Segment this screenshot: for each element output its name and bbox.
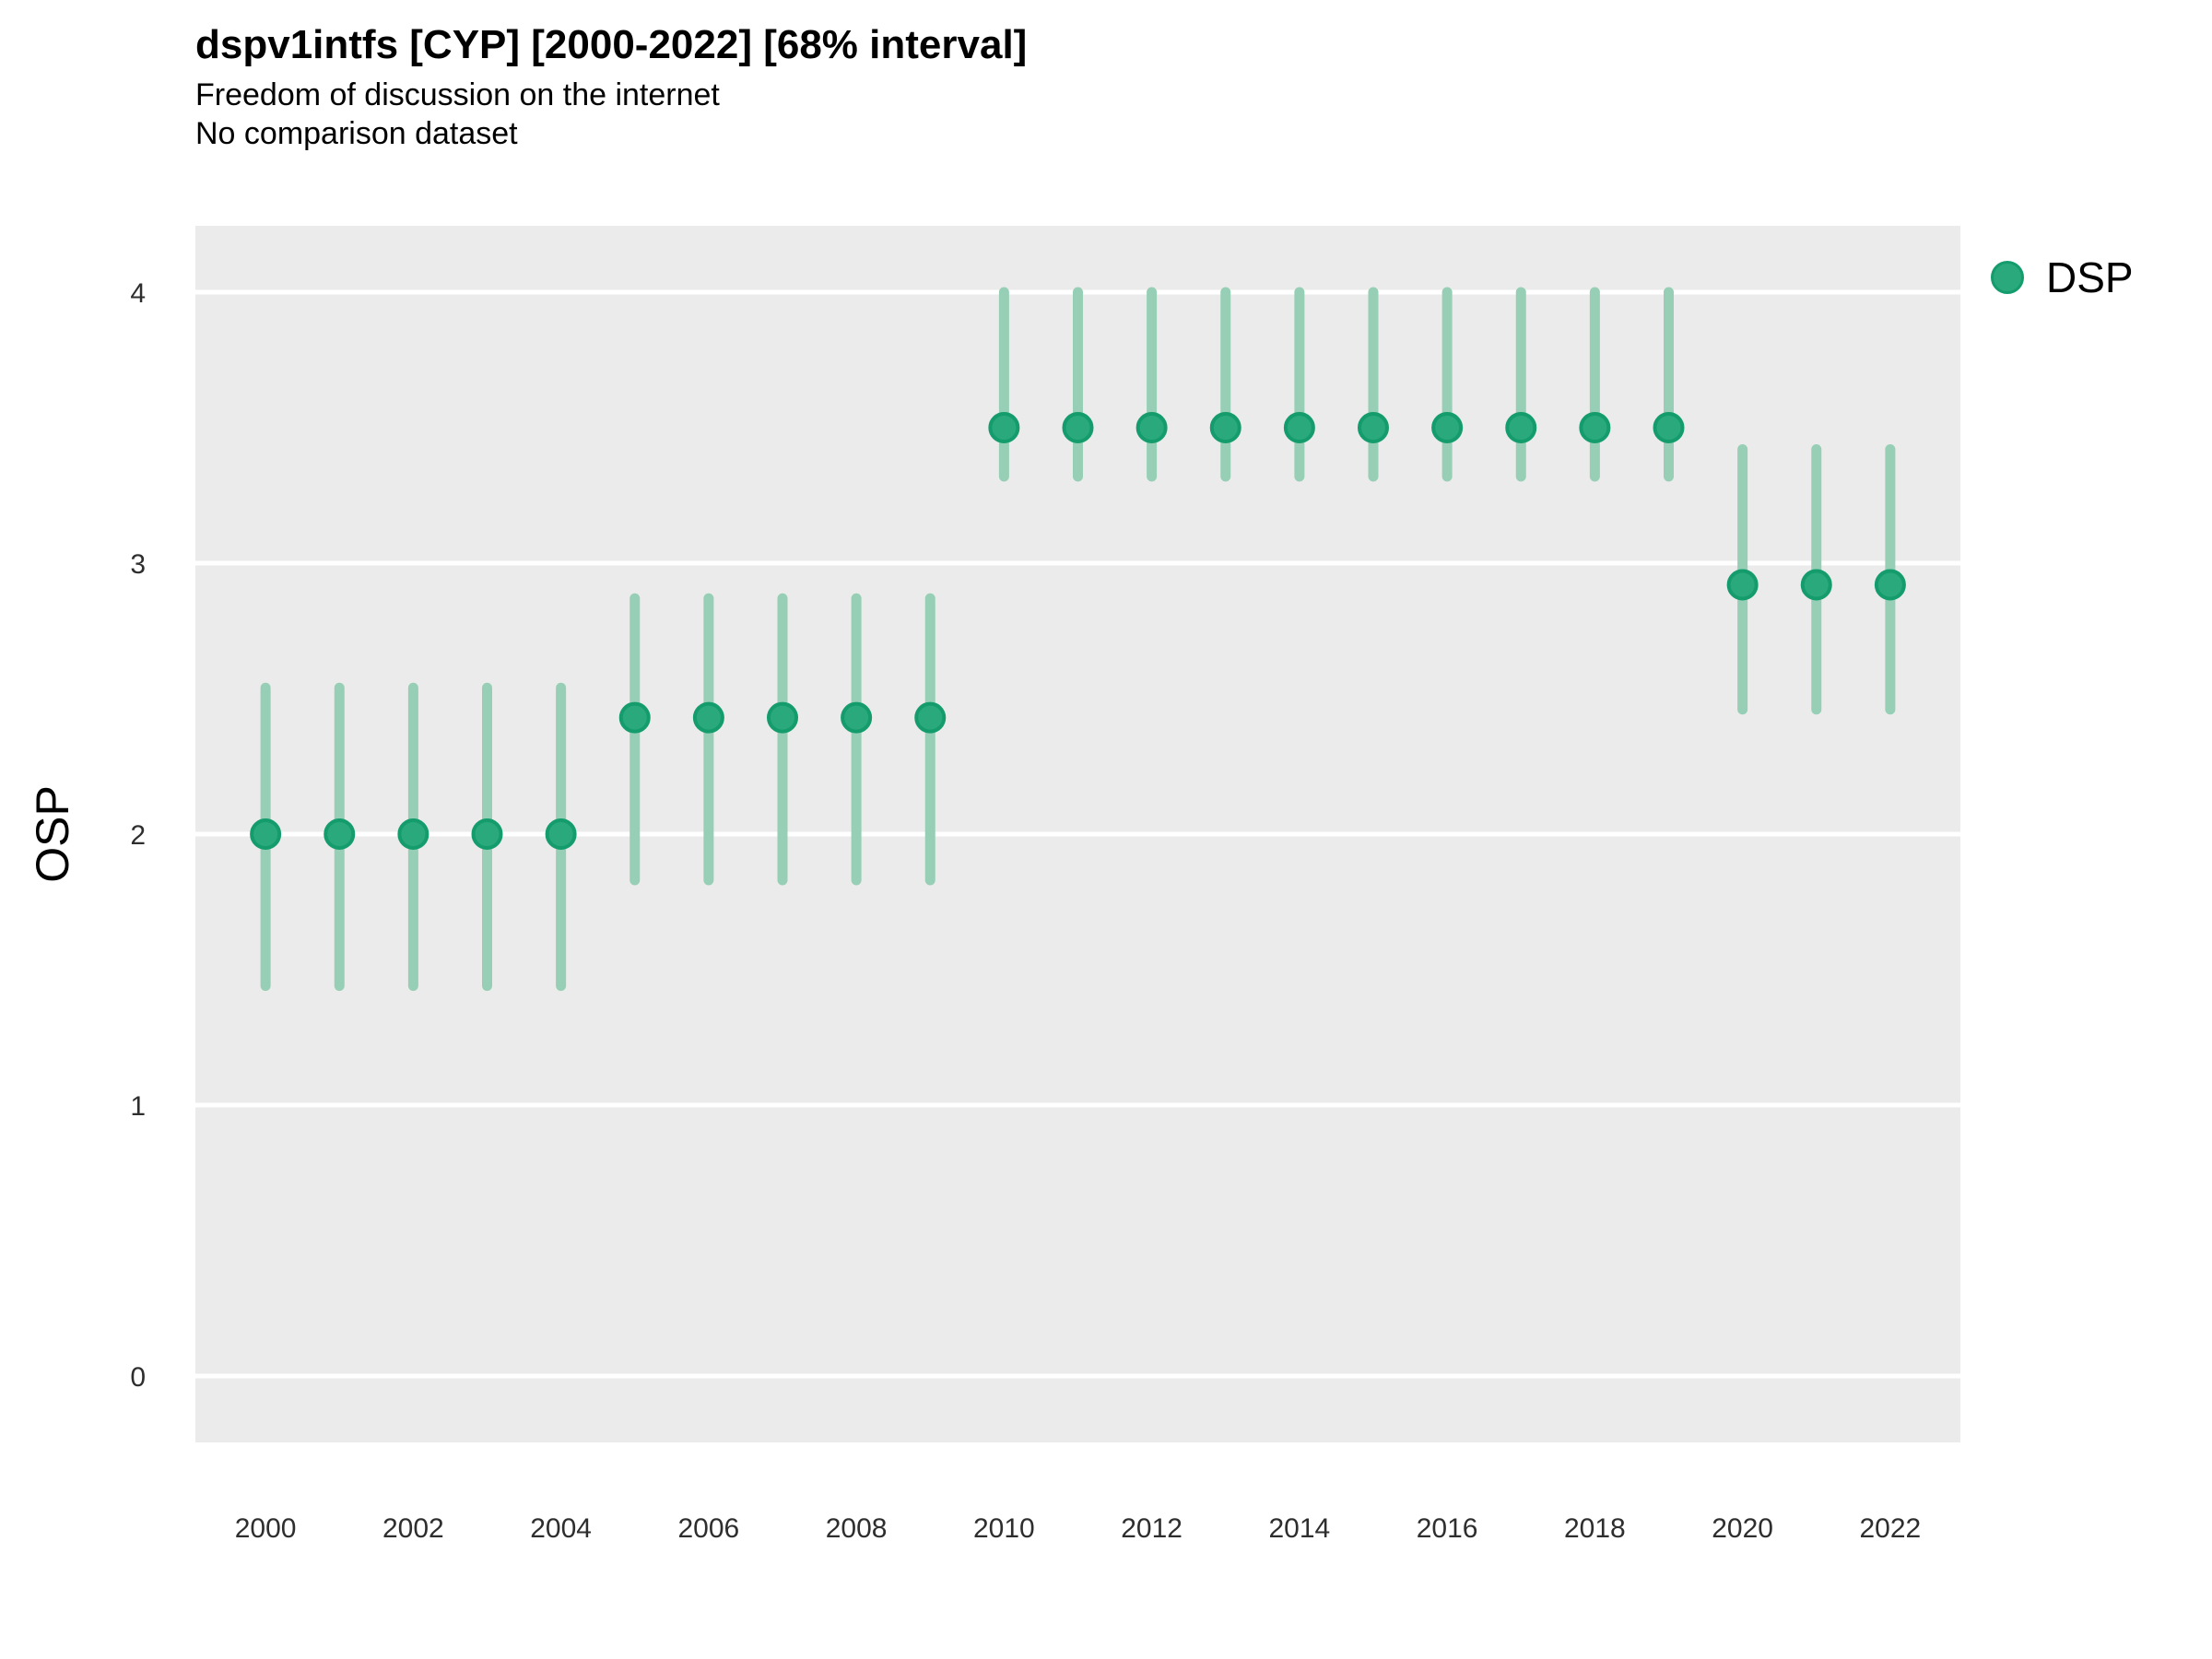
data-point-2004 bbox=[545, 818, 577, 850]
x-tick-label-2020: 2020 bbox=[1712, 1513, 1773, 1544]
x-tick-label-2012: 2012 bbox=[1121, 1513, 1182, 1544]
data-point-2008 bbox=[841, 701, 873, 734]
data-point-2003 bbox=[471, 818, 503, 850]
data-point-2022 bbox=[1874, 569, 1906, 601]
data-point-2013 bbox=[1209, 412, 1241, 444]
data-point-2001 bbox=[324, 818, 356, 850]
data-point-2020 bbox=[1726, 569, 1759, 601]
chart-title: dspv1intfs [CYP] [2000-2022] [68% interv… bbox=[195, 22, 1028, 67]
data-point-2019 bbox=[1653, 412, 1685, 444]
x-tick-label-2004: 2004 bbox=[530, 1513, 592, 1544]
x-tick-label-2000: 2000 bbox=[235, 1513, 297, 1544]
data-point-2006 bbox=[692, 701, 724, 734]
x-tick-label-2002: 2002 bbox=[382, 1513, 444, 1544]
data-point-2018 bbox=[1579, 412, 1611, 444]
data-point-2021 bbox=[1800, 569, 1832, 601]
y-tick-label-0: 0 bbox=[130, 1362, 146, 1393]
x-tick-label-2010: 2010 bbox=[973, 1513, 1035, 1544]
x-tick-label-2018: 2018 bbox=[1564, 1513, 1626, 1544]
data-point-2002 bbox=[397, 818, 429, 850]
data-point-2010 bbox=[988, 412, 1020, 444]
legend-point-icon bbox=[1991, 261, 2024, 294]
legend-label: DSP bbox=[2046, 253, 2134, 301]
comparison-dataset-note: No comparison dataset bbox=[195, 116, 518, 151]
x-tick-label-2014: 2014 bbox=[1269, 1513, 1331, 1544]
y-tick-label-2: 2 bbox=[130, 820, 146, 851]
legend: DSP bbox=[1991, 253, 2134, 302]
data-point-2011 bbox=[1062, 412, 1094, 444]
y-tick-label-4: 4 bbox=[130, 278, 146, 309]
data-point-2016 bbox=[1431, 412, 1464, 444]
data-point-2017 bbox=[1505, 412, 1537, 444]
data-point-2012 bbox=[1135, 412, 1168, 444]
data-point-2009 bbox=[914, 701, 947, 734]
x-tick-label-2016: 2016 bbox=[1417, 1513, 1478, 1544]
chart-subtitle: Freedom of discussion on the internet bbox=[195, 77, 720, 112]
data-point-2000 bbox=[250, 818, 282, 850]
y-tick-label-3: 3 bbox=[130, 549, 146, 580]
x-tick-label-2006: 2006 bbox=[677, 1513, 739, 1544]
data-point-2015 bbox=[1358, 412, 1390, 444]
data-point-2007 bbox=[766, 701, 798, 734]
x-tick-label-2022: 2022 bbox=[1860, 1513, 1922, 1544]
y-tick-label-1: 1 bbox=[130, 1091, 146, 1122]
data-point-2005 bbox=[618, 701, 651, 734]
y-axis-title: OSP bbox=[27, 785, 78, 883]
x-tick-label-2008: 2008 bbox=[826, 1513, 888, 1544]
data-point-2014 bbox=[1283, 412, 1315, 444]
